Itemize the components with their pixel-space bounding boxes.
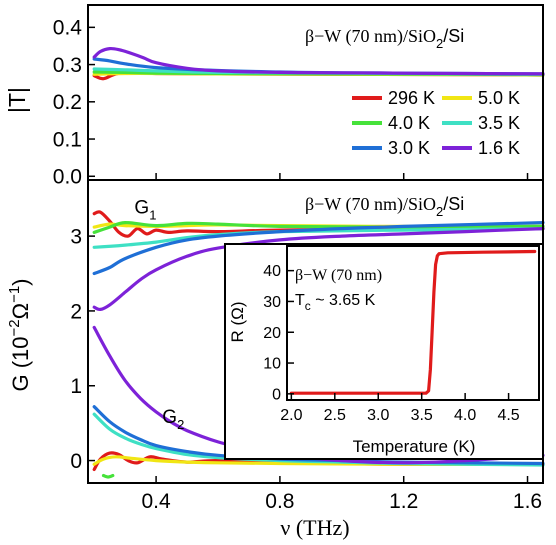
- top-plot-area: [92, 46, 545, 81]
- curve-label-g1: G1: [134, 198, 156, 223]
- top-panel: 0.00.10.20.30.4 |T| β−W (70 nm)/SiO2/Si …: [4, 4, 545, 189]
- top-y-axis-label: |T|: [4, 87, 30, 113]
- bottom-panel: 0 1 2 3 0.4 0.8 1.2 1.6 β−W (70 nm)/SiO2/Si G (…: [6, 179, 545, 540]
- top-axes: 0.0 0.1 0.2 0.3 0.4: [53, 17, 529, 189]
- inset-plot-area: [289, 249, 537, 395]
- top-panel-annotation: β−W (70 nm)/SiO2/Si: [305, 26, 464, 51]
- top-y-tick-label: 0.4: [53, 17, 83, 40]
- inset-annotation-line1: β−W (70 nm): [295, 267, 382, 284]
- bottom-axes: 0 1 2 3 0.4 0.8 1.2 1.6: [70, 225, 542, 513]
- legend-label-5-0-k: 5.0 K: [478, 88, 520, 108]
- legend-label-4-0-k: 4.0 K: [388, 113, 430, 133]
- bottom-plot-area: [92, 210, 545, 479]
- inset-y-axis-label: R (Ω): [228, 301, 247, 342]
- bottom-x-axis-label: ν (THz): [280, 515, 349, 540]
- top-y-tick-label: 0.0: [53, 166, 82, 189]
- top-legend: 296 K 5.0 K 4.0 K 3.5 K 3.0 K 1.6 K: [352, 88, 520, 158]
- curve-labels: G1 G2: [134, 198, 184, 432]
- bottom-y-tick-label: 1: [70, 375, 82, 398]
- inset-frame: [286, 245, 540, 401]
- inset-x-axis-label: Temperature (K): [353, 437, 476, 456]
- inset-x-tick-label: 4.5: [497, 407, 519, 424]
- inset-x-tick-label: 3.0: [367, 407, 389, 424]
- legend-label-3-0-k: 3.0 K: [388, 138, 430, 158]
- bottom-panel-annotation: β−W (70 nm)/SiO2/Si: [305, 194, 464, 219]
- inset-x-tick-label: 3.5: [411, 407, 433, 424]
- bottom-x-tick-label: 0.8: [265, 490, 294, 513]
- g1-1-6-k-line: [92, 227, 545, 312]
- inset-background: [224, 243, 544, 460]
- inset-annotation-line2: Tc ~ 3.65 K: [295, 292, 376, 313]
- top-y-tick-label: 0.1: [53, 128, 82, 151]
- g2-4-0-k-line: [101, 473, 115, 479]
- inset-x-tick-label: 2.0: [280, 407, 302, 424]
- g1-3-0-k-line: [92, 221, 545, 276]
- bottom-y-tick-label: 3: [70, 225, 82, 248]
- inset-y-tick-label: 20: [263, 325, 281, 342]
- inset-x-tick-label: 2.5: [324, 407, 346, 424]
- top-1-6-k-line: [92, 46, 545, 76]
- inset-y-tick-label: 30: [263, 294, 281, 311]
- legend-label-296-k: 296 K: [388, 88, 435, 108]
- bottom-x-tick-label: 1.6: [513, 490, 542, 513]
- inset-r-line: [289, 249, 537, 395]
- legend-label-1-6-k: 1.6 K: [478, 138, 520, 158]
- curve-label-g2: G2: [162, 407, 184, 432]
- top-y-tick-label: 0.3: [53, 54, 82, 77]
- bottom-y-tick-label: 0: [70, 450, 82, 473]
- top-y-tick-label: 0.2: [53, 91, 82, 114]
- inset-y-tick-label: 40: [263, 263, 281, 280]
- bottom-y-tick-label: 2: [70, 300, 82, 323]
- g2-1-6-k-line: [92, 325, 545, 465]
- bottom-x-tick-label: 0.4: [141, 490, 171, 513]
- bottom-x-tick-label: 1.2: [389, 490, 418, 513]
- bottom-y-axis-label: G (10−2Ω−1): [6, 278, 33, 391]
- inset-y-tick-label: 10: [263, 356, 281, 373]
- inset-x-tick-label: 4.0: [454, 407, 476, 424]
- legend-label-3-5-k: 3.5 K: [478, 113, 520, 133]
- inset-axes: 0 10 20 30 40 2.0 2.5 3.0 3.5 4.0 4.5: [263, 263, 520, 424]
- inset-y-tick-label: 0: [272, 386, 281, 403]
